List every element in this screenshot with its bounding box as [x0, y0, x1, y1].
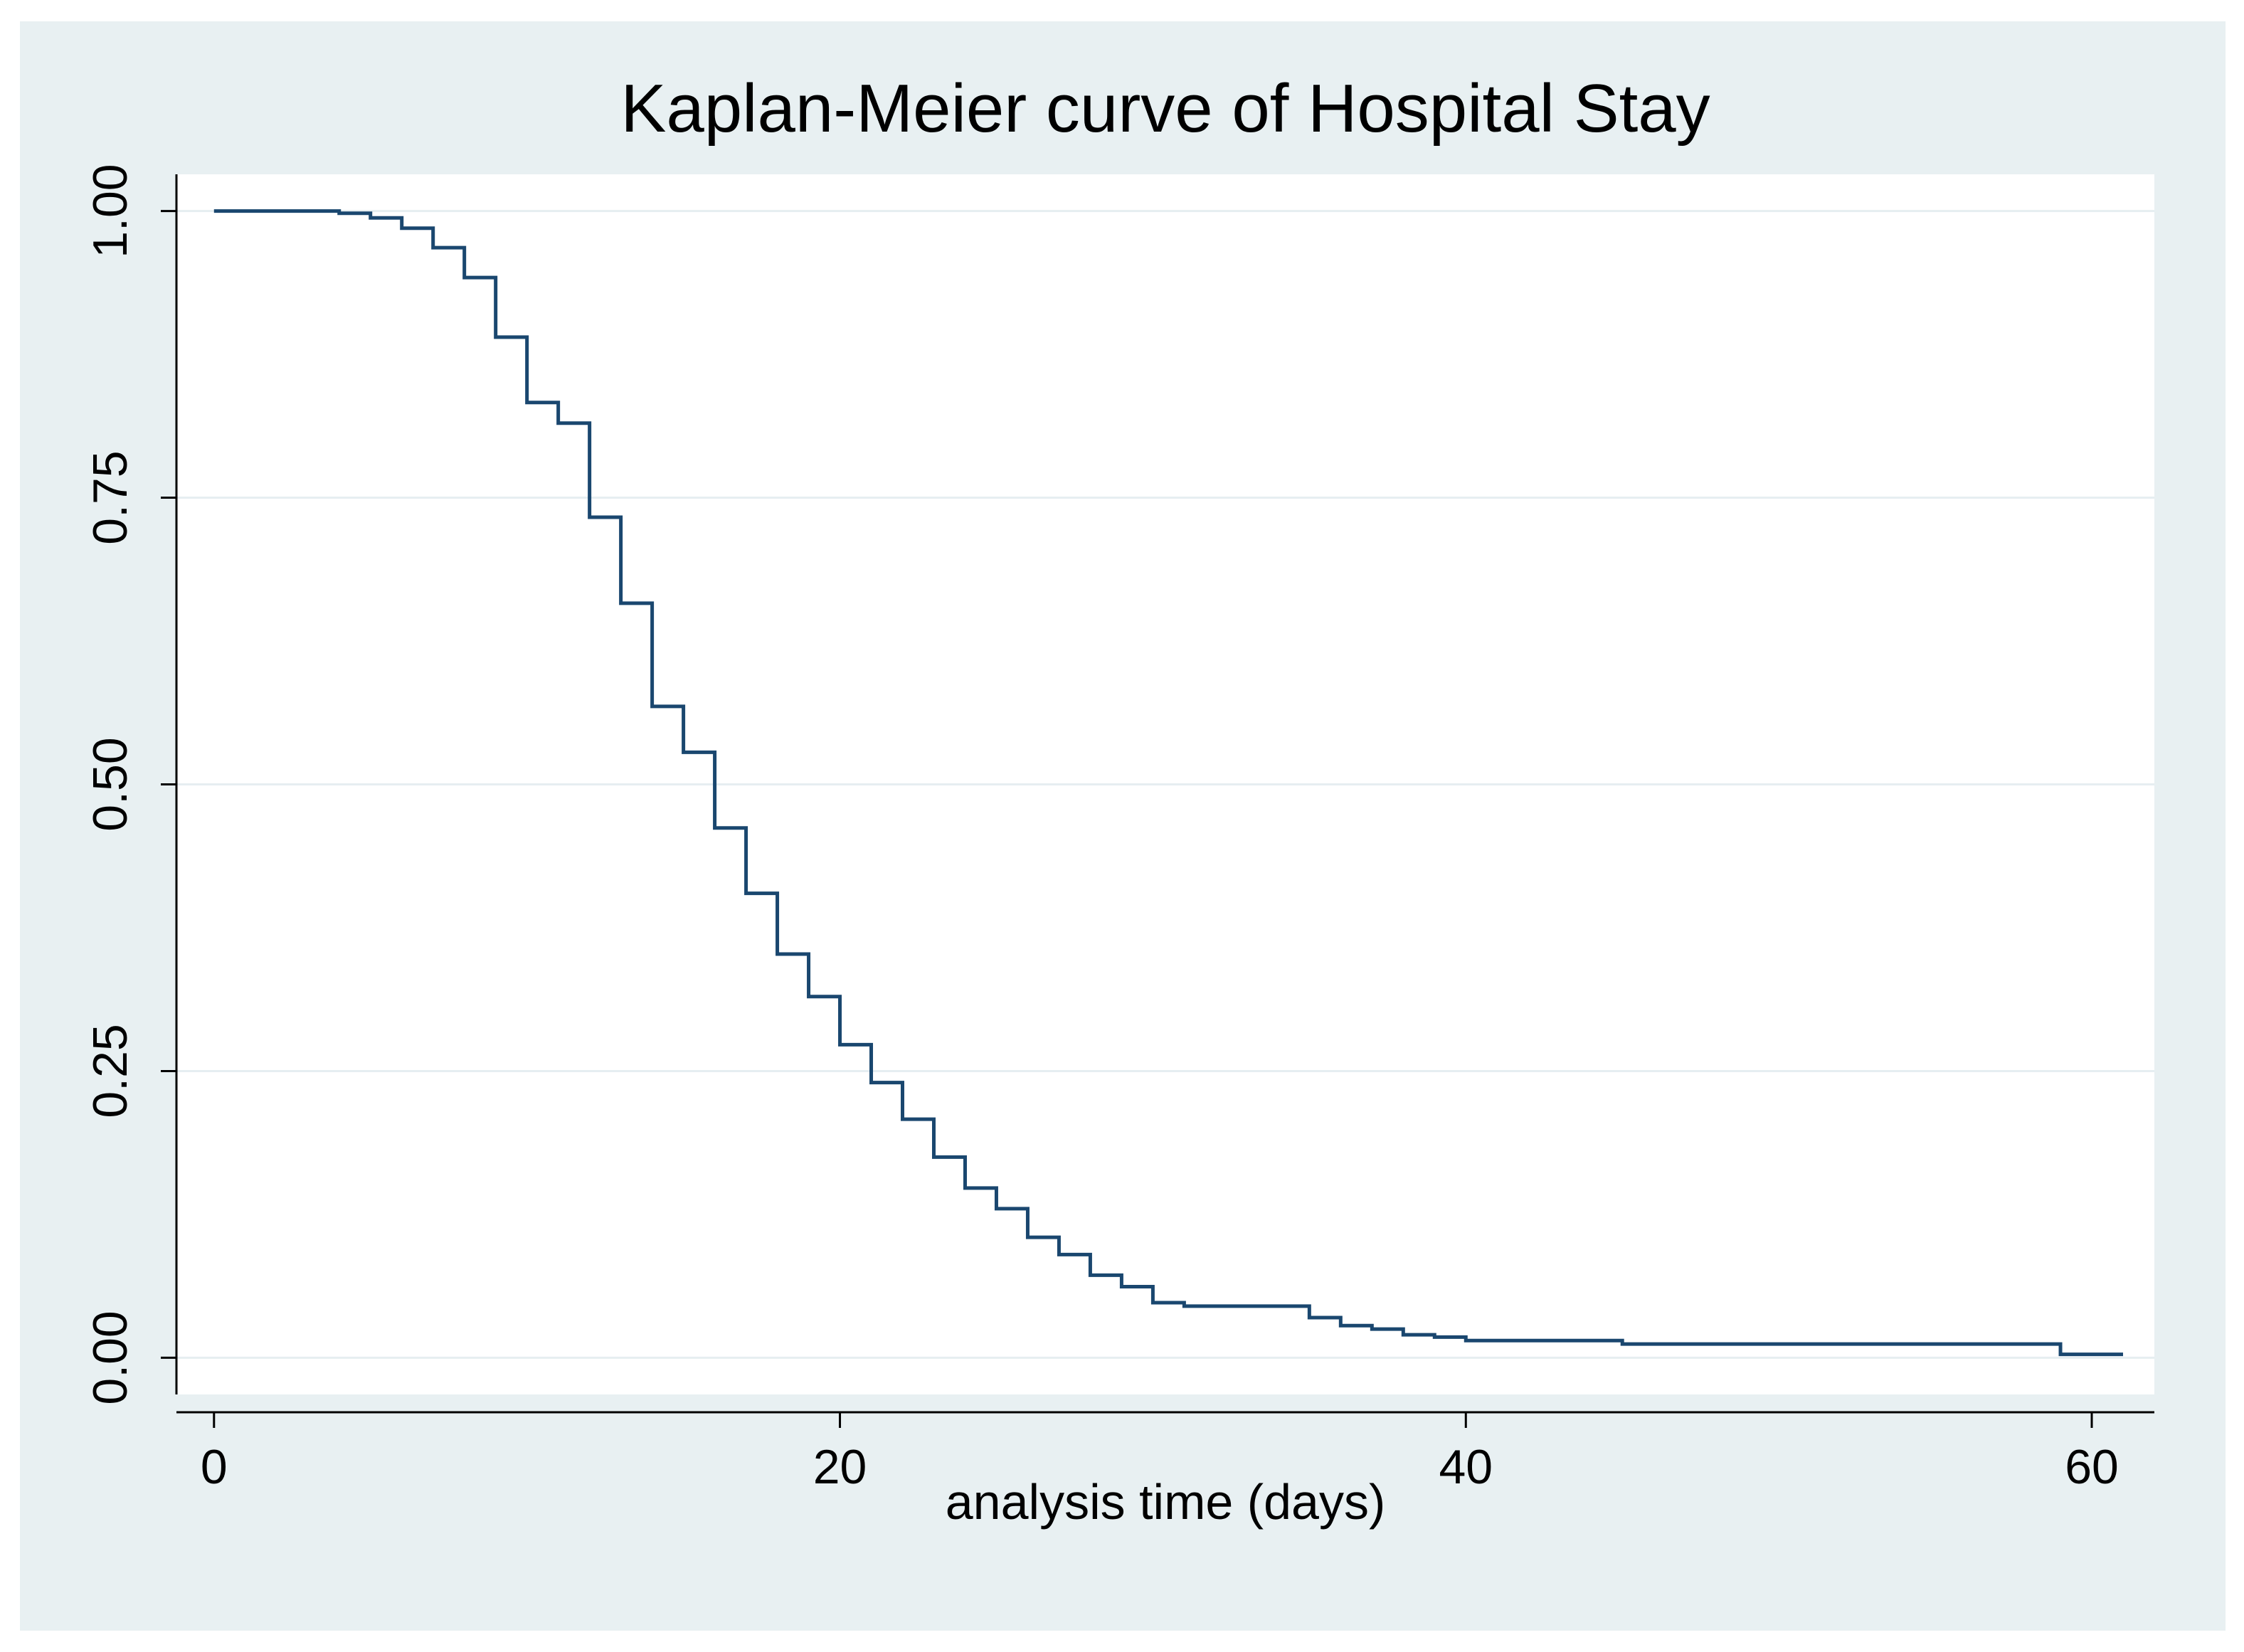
chart-figure: 0.00 0.25 0.50 0.75 1.00 0 20 40 60 Kaplan-Meier…	[20, 21, 2226, 1631]
y-tick-label: 0.75	[83, 450, 137, 544]
x-tick-label: 0	[201, 1440, 228, 1494]
x-tick-label: 60	[2065, 1440, 2119, 1494]
km-chart: 0.00 0.25 0.50 0.75 1.00 0 20 40 60 Kaplan-Meier…	[83, 70, 2154, 1530]
y-tick-label: 0.25	[83, 1024, 137, 1118]
chart-title: Kaplan-Meier curve of Hospital Stay	[620, 70, 1710, 147]
x-tick-label: 40	[1439, 1440, 1493, 1494]
y-tick-label: 0.00	[83, 1311, 137, 1404]
y-tick-label: 0.50	[83, 737, 137, 831]
axes: 0.00 0.25 0.50 0.75 1.00 0 20 40 60	[83, 164, 2154, 1494]
survival-step-line	[213, 209, 2124, 1357]
gridlines	[176, 210, 2154, 1359]
x-tick-label: 20	[813, 1440, 867, 1494]
series-layer	[213, 209, 2124, 1357]
y-tick-label: 1.00	[83, 164, 137, 258]
x-axis-label: analysis time (days)	[946, 1474, 1386, 1530]
